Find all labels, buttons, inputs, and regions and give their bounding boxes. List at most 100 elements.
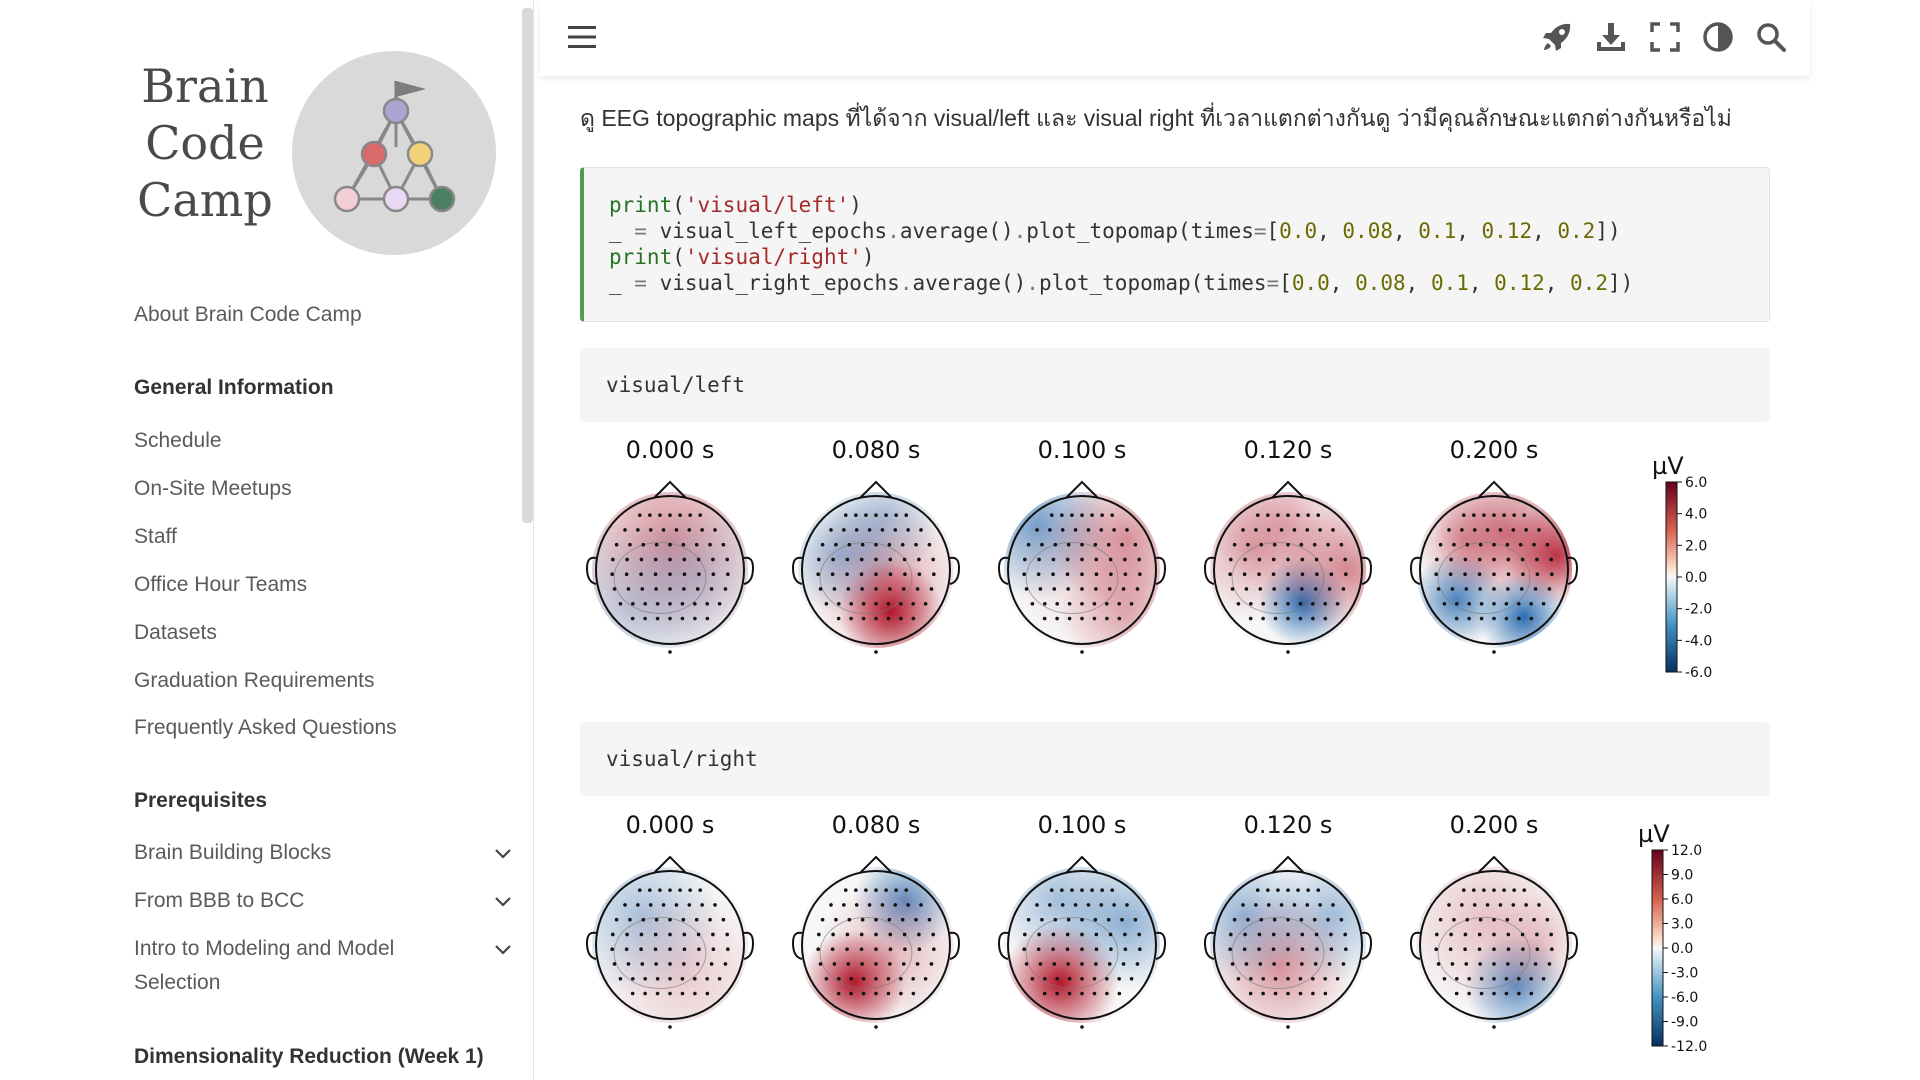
electrode-dot xyxy=(721,542,726,547)
electrode-dot xyxy=(1541,976,1546,981)
sidebar-item-brain-building-blocks[interactable]: Brain Building Blocks xyxy=(134,836,514,870)
sidebar-item-graduation-requirements[interactable]: Graduation Requirements xyxy=(134,669,375,692)
sidebar-item-from-bbb-to-bcc[interactable]: From BBB to BCC xyxy=(134,884,514,918)
electrode-dot xyxy=(678,513,682,517)
topomap-time-label: 0.000 s xyxy=(626,811,715,839)
electrode-dot xyxy=(887,542,892,547)
electrode-dot xyxy=(639,932,644,937)
topomap-figure-visual-right: 0.000 s 0.080 s 0.100 s 0.120 s 0.200 s µV12.… xyxy=(585,811,1707,1055)
electrode-dot xyxy=(874,962,878,966)
electrode-dot xyxy=(1271,947,1276,952)
electrode-dot xyxy=(1460,528,1464,532)
electrode-dot xyxy=(884,888,888,892)
electrode-dot xyxy=(1535,557,1539,562)
electrode-dot xyxy=(1463,947,1467,952)
code-cell[interactable]: print('visual/left') _ = visual_left_epo… xyxy=(580,167,1770,322)
electrode-dot xyxy=(1055,991,1059,996)
topomap xyxy=(791,855,961,1029)
electrode-dot xyxy=(1479,991,1484,996)
electrode-dot xyxy=(1080,932,1084,937)
electrode-dot xyxy=(1048,528,1052,532)
topomap xyxy=(997,480,1167,654)
sidebar-item-office-hour-teams[interactable]: Office Hour Teams xyxy=(134,573,308,596)
electrode-dot xyxy=(1099,528,1104,532)
electrode-dot xyxy=(1067,991,1072,996)
electrode-dot xyxy=(668,888,672,892)
chevron-down-icon[interactable] xyxy=(492,842,514,864)
electrode-dot xyxy=(1311,991,1315,996)
electrode-dot xyxy=(682,557,687,562)
electrode-dot xyxy=(692,601,697,606)
electrode-dot xyxy=(842,528,846,532)
electrode-dot xyxy=(1248,616,1253,621)
electrode-dot xyxy=(1080,616,1084,621)
electrode-dot xyxy=(680,616,685,621)
colorbar-tick-label: 0.0 xyxy=(1685,570,1707,586)
sidebar-item-faq[interactable]: Frequently Asked Questions xyxy=(134,716,397,739)
electrode-dot xyxy=(668,976,672,981)
electrode-dot xyxy=(1318,903,1322,907)
electrode-dot xyxy=(1521,572,1525,577)
electrode-dot xyxy=(1286,572,1290,577)
chevron-down-icon[interactable] xyxy=(492,890,514,912)
sidebar-item-on-site-meetups[interactable]: On-Site Meetups xyxy=(134,477,292,500)
electrode-dot xyxy=(900,542,905,547)
electrode-dot xyxy=(1464,587,1469,591)
electrode-dot xyxy=(845,572,849,577)
electrode-dot xyxy=(1286,587,1290,591)
sidebar-heading-dimensionality-reduction[interactable]: Dimensionality Reduction (Week 1) xyxy=(134,1045,484,1068)
nose-outline xyxy=(1065,480,1099,499)
download-icon[interactable] xyxy=(1594,20,1628,54)
electrode-dot xyxy=(1073,903,1078,907)
sidebar-scrollbar[interactable] xyxy=(522,8,533,523)
sidebar-item-intro-to-modeling[interactable]: Intro to Modeling and Model Selection xyxy=(134,932,514,1000)
electrode-dot xyxy=(626,962,631,966)
electrode-dot xyxy=(682,587,686,591)
electrode-dot xyxy=(1135,587,1140,591)
electrode-dot xyxy=(637,513,642,517)
logo-text[interactable]: Brain Code Camp xyxy=(130,58,280,229)
chevron-down-icon[interactable] xyxy=(492,938,514,960)
electrode-dot xyxy=(1492,947,1496,952)
electrode-dot xyxy=(1436,962,1441,966)
electrode-dot xyxy=(1448,572,1453,577)
search-icon[interactable] xyxy=(1754,20,1788,54)
hamburger-menu-icon[interactable] xyxy=(567,22,597,52)
electrode-dot xyxy=(1100,888,1104,892)
electrode-dot xyxy=(1323,976,1327,981)
electrode-dot xyxy=(648,903,653,907)
electrode-dot xyxy=(694,917,699,922)
electrode-dot xyxy=(1505,917,1510,922)
sidebar-item-schedule[interactable]: Schedule xyxy=(134,429,222,452)
electrode-dot xyxy=(640,962,645,966)
fullscreen-icon[interactable] xyxy=(1648,20,1682,54)
colorbar-tick-label: 12.0 xyxy=(1671,843,1702,859)
sidebar-item-staff[interactable]: Staff xyxy=(134,525,177,548)
electrode-dot xyxy=(1492,991,1496,996)
electrode-dot xyxy=(1299,542,1304,547)
electrode-dot xyxy=(1241,903,1245,907)
nose-outline xyxy=(859,855,893,874)
electrode-dot xyxy=(1094,962,1098,966)
sidebar-item-about[interactable]: About Brain Code Camp xyxy=(134,303,362,326)
electrode-dot xyxy=(705,976,709,981)
sidebar-item-datasets[interactable]: Datasets xyxy=(134,621,217,644)
electrode-dot xyxy=(874,947,878,952)
electrode-dot xyxy=(1273,991,1278,996)
topomap-field-blob xyxy=(1265,867,1366,982)
rocket-icon[interactable] xyxy=(1540,20,1574,54)
electrode-dot xyxy=(1244,962,1249,966)
logo-circle[interactable] xyxy=(292,51,496,255)
theme-toggle-icon[interactable] xyxy=(1701,20,1735,54)
electrode-dot xyxy=(1327,962,1332,966)
electrode-dot xyxy=(1298,616,1303,621)
colorbar-tick-label: -2.0 xyxy=(1685,602,1712,618)
electrode-dot xyxy=(1286,650,1290,654)
electrode-dot xyxy=(845,947,849,952)
colorbar-tick-label: 0.0 xyxy=(1671,941,1693,957)
electrode-dot xyxy=(1080,976,1084,981)
electrode-dot xyxy=(1109,572,1113,577)
electrode-dot xyxy=(1315,572,1319,577)
electrode-dot xyxy=(1261,976,1266,981)
electrode-dot xyxy=(1306,888,1310,892)
